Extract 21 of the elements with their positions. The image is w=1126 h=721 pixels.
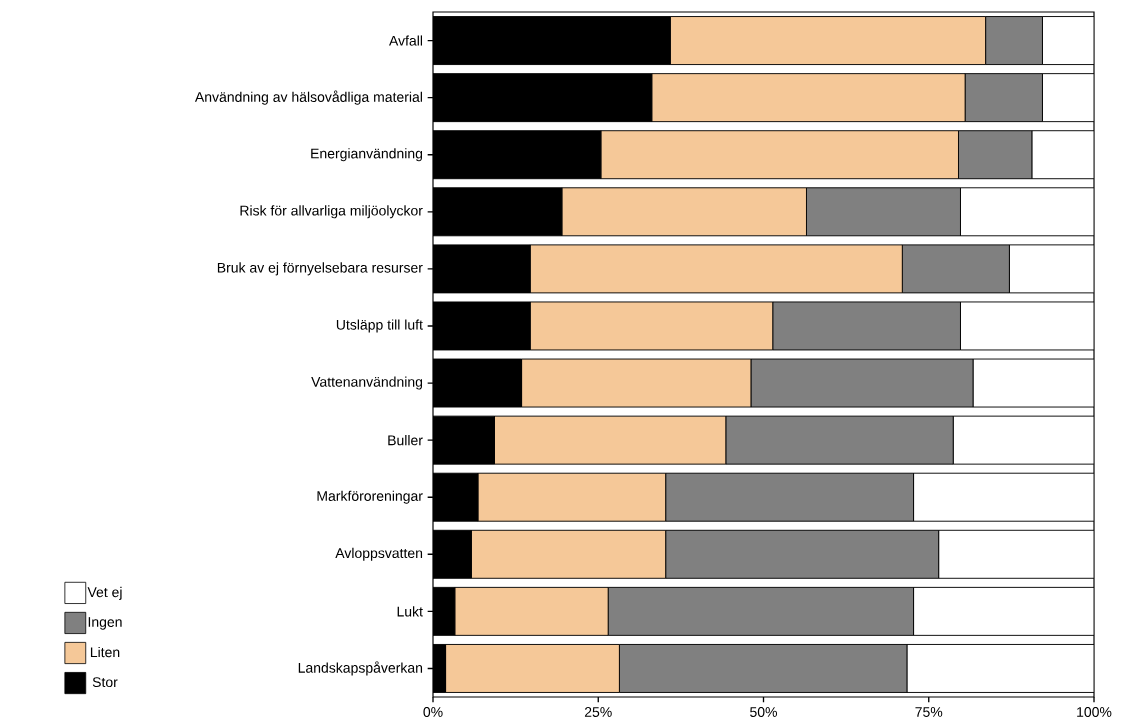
y-tick-label: Energianvändning [311,148,423,162]
y-tick-label: Avloppsvatten [335,547,423,561]
y-tick-label: Buller [388,434,423,446]
y-tick-label: Användning av hälsovådliga material [194,90,422,105]
y-tick-label: Avfall [389,35,423,46]
x-tick-label: 75% [915,706,943,717]
x-tick-label: 25% [584,706,612,717]
y-tick-label: Utsläpp till luft [336,319,423,333]
x-tick-label: 0% [423,706,443,717]
legend-label: Liten [90,646,120,658]
y-tick-label: Bruk av ej förnyelsebara resurser [217,262,423,276]
x-tick-label: 50% [750,706,777,717]
y-tick-label: Landskapspåverkan [298,661,423,676]
y-tick-label: Lukt [397,606,423,617]
legend-label: Ingen [88,616,122,630]
y-tick-label: Markföroreningar [317,490,423,504]
legend-label: Vet ej [87,586,122,600]
y-tick-label: Risk för allvarliga miljöolyckor [240,205,423,219]
x-tick-label: 100% [1077,706,1112,717]
y-tick-label: Vattenanvändning [311,376,423,390]
legend-label: Stor [92,676,118,687]
